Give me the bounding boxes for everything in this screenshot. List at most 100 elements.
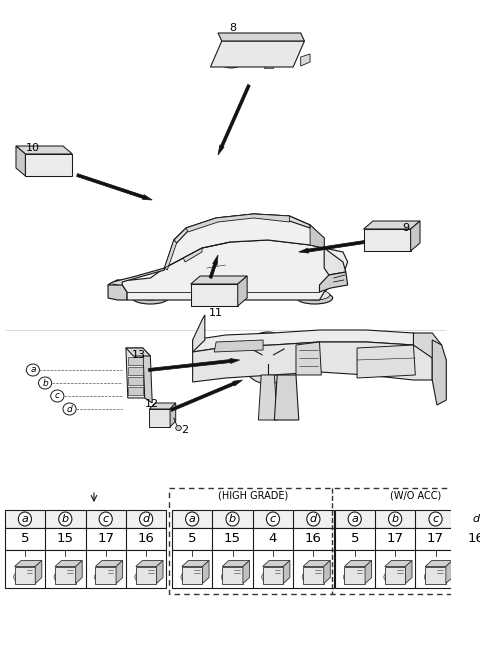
Polygon shape [324,561,330,584]
Text: (W/O ACC): (W/O ACC) [390,491,441,501]
Polygon shape [365,561,372,584]
Text: b: b [42,379,48,388]
Text: c: c [55,392,60,400]
Polygon shape [203,561,209,584]
Ellipse shape [48,161,65,173]
Text: d: d [472,514,480,524]
Polygon shape [303,567,324,584]
Polygon shape [344,561,372,567]
Polygon shape [344,567,365,584]
Bar [5,510,166,528]
Polygon shape [214,340,263,352]
Polygon shape [186,214,289,232]
Ellipse shape [297,292,333,304]
Text: 10: 10 [26,143,40,153]
Text: 17: 17 [386,533,404,546]
Polygon shape [182,561,209,567]
Text: a: a [351,514,358,524]
Ellipse shape [211,350,225,360]
Polygon shape [303,561,330,567]
Ellipse shape [194,288,219,306]
Polygon shape [263,561,290,567]
Bar [172,510,334,528]
Polygon shape [128,357,143,365]
Polygon shape [364,221,420,229]
Text: 16: 16 [305,533,322,546]
Polygon shape [165,214,324,268]
Ellipse shape [384,572,397,582]
Polygon shape [148,358,240,371]
Ellipse shape [63,403,76,415]
Polygon shape [222,567,243,584]
Polygon shape [191,276,247,284]
Ellipse shape [226,512,239,526]
Ellipse shape [221,572,234,582]
Polygon shape [238,276,247,306]
Text: 5: 5 [21,533,29,546]
Polygon shape [385,561,412,567]
Text: 13: 13 [132,350,146,360]
Polygon shape [425,567,446,584]
Polygon shape [14,561,42,567]
Polygon shape [16,146,25,176]
Polygon shape [192,342,432,382]
Text: b: b [62,514,69,524]
Polygon shape [55,567,76,584]
Text: 11: 11 [209,308,223,318]
Text: 2: 2 [181,425,189,435]
Ellipse shape [424,572,437,582]
Polygon shape [425,561,453,567]
Polygon shape [77,174,152,200]
Ellipse shape [44,158,69,176]
Polygon shape [192,315,205,352]
Polygon shape [108,240,348,300]
Polygon shape [25,154,72,176]
Ellipse shape [176,426,181,430]
Polygon shape [191,284,238,306]
Ellipse shape [388,512,402,526]
Polygon shape [55,561,82,567]
Ellipse shape [266,512,279,526]
Polygon shape [258,375,277,420]
Text: 16: 16 [468,533,480,546]
Text: 15: 15 [224,533,241,546]
Polygon shape [263,567,283,584]
Polygon shape [299,240,365,253]
Polygon shape [128,367,143,375]
Polygon shape [143,348,152,403]
Polygon shape [126,348,144,398]
Ellipse shape [54,572,67,582]
Polygon shape [165,240,177,270]
Polygon shape [35,561,42,584]
Ellipse shape [348,512,361,526]
Polygon shape [222,561,250,567]
Polygon shape [156,561,163,584]
Text: 17: 17 [427,533,444,546]
Bar [335,528,480,550]
Text: a: a [22,514,28,524]
Ellipse shape [135,572,148,582]
Ellipse shape [469,512,480,526]
Text: 16: 16 [138,533,155,546]
Text: 5: 5 [350,533,359,546]
Bar [172,528,334,550]
Bar [29,161,38,169]
Ellipse shape [465,572,478,582]
Text: 12: 12 [145,399,159,409]
Polygon shape [136,561,163,567]
Polygon shape [96,567,116,584]
Text: 9: 9 [402,223,409,233]
Ellipse shape [343,572,357,582]
Ellipse shape [140,512,153,526]
Polygon shape [183,248,202,262]
Polygon shape [310,225,324,248]
Ellipse shape [371,236,388,248]
Polygon shape [174,214,310,243]
Polygon shape [413,333,442,360]
Ellipse shape [51,390,64,402]
Polygon shape [275,375,299,420]
Ellipse shape [135,290,166,300]
Polygon shape [320,272,348,292]
Text: b: b [229,514,236,524]
Text: (HIGH GRADE): (HIGH GRADE) [217,491,288,501]
